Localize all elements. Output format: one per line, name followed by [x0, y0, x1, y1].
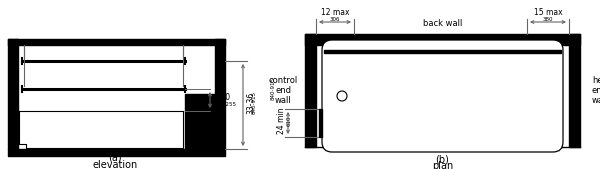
Text: back wall: back wall	[423, 19, 462, 28]
FancyBboxPatch shape	[322, 40, 563, 152]
Text: 12 max: 12 max	[321, 8, 349, 17]
Text: plan: plan	[432, 161, 453, 169]
Text: 24 min: 24 min	[277, 108, 286, 134]
Text: 15 max: 15 max	[533, 8, 562, 17]
Text: 380: 380	[543, 17, 553, 22]
Text: 306: 306	[330, 17, 340, 22]
Text: head
end
wall: head end wall	[592, 76, 600, 105]
Text: 840-915: 840-915	[271, 77, 275, 100]
Circle shape	[337, 91, 347, 101]
Text: control
end
wall: control end wall	[268, 76, 298, 105]
Text: (a): (a)	[108, 153, 122, 163]
Text: elevation: elevation	[92, 160, 137, 169]
Text: (b): (b)	[436, 154, 449, 164]
Text: 205-255: 205-255	[214, 102, 237, 106]
Text: 840-915: 840-915	[252, 91, 257, 115]
Text: 33-36: 33-36	[246, 92, 255, 114]
Text: 610: 610	[287, 116, 292, 126]
Text: 8-10: 8-10	[214, 92, 231, 102]
